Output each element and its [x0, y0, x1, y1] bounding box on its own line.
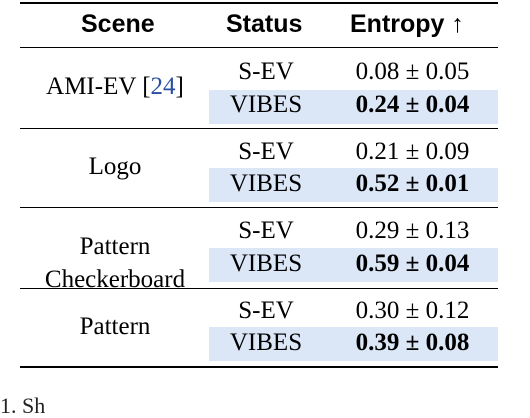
entropy-value: 0.21 ± 0.09 — [355, 138, 470, 165]
entropy-value-best: 0.39 ± 0.08 — [355, 329, 470, 356]
entropy-value-best: 0.24 ± 0.04 — [355, 91, 470, 118]
status-cell: S-EV — [238, 217, 294, 244]
highlight-row — [209, 90, 498, 124]
header-status: Status — [226, 10, 303, 38]
highlight-row — [209, 168, 498, 202]
highlight-row — [209, 327, 498, 361]
status-cell: S-EV — [238, 138, 294, 165]
group-separator — [20, 207, 498, 208]
group-separator — [20, 128, 498, 129]
bottom-rule — [20, 366, 498, 368]
header-entropy: Entropy ↑ — [350, 10, 464, 38]
status-cell: VIBES — [229, 250, 303, 277]
entropy-value: 0.08 ± 0.05 — [355, 58, 470, 85]
group-separator — [20, 288, 498, 289]
scene-cell-logo: Logo — [88, 153, 142, 180]
status-cell: S-EV — [238, 297, 294, 324]
header-rule — [20, 47, 498, 48]
scene-cell-pattern-checkerboard-line1: Pattern — [79, 233, 151, 260]
status-cell: S-EV — [238, 58, 294, 85]
entropy-value-best: 0.52 ± 0.01 — [355, 170, 470, 197]
status-cell: VIBES — [229, 91, 303, 118]
status-cell: VIBES — [229, 170, 303, 197]
scene-cell-pattern: Pattern — [79, 313, 151, 340]
caption-fragment: 1. Sh — [0, 393, 46, 418]
top-rule — [20, 2, 498, 4]
entropy-value: 0.30 ± 0.12 — [355, 297, 470, 324]
header-scene: Scene — [81, 10, 155, 38]
entropy-value-best: 0.59 ± 0.04 — [355, 250, 470, 277]
scene-name: AMI-EV — [46, 73, 136, 100]
scene-cell-pattern-checkerboard-line2: Checkerboard — [44, 266, 186, 293]
status-cell: VIBES — [229, 329, 303, 356]
scene-cell-ami-ev: AMI-EV [24] — [46, 73, 184, 100]
highlight-row — [209, 248, 498, 282]
entropy-value: 0.29 ± 0.13 — [355, 217, 470, 244]
citation-link[interactable]: 24 — [150, 73, 176, 100]
